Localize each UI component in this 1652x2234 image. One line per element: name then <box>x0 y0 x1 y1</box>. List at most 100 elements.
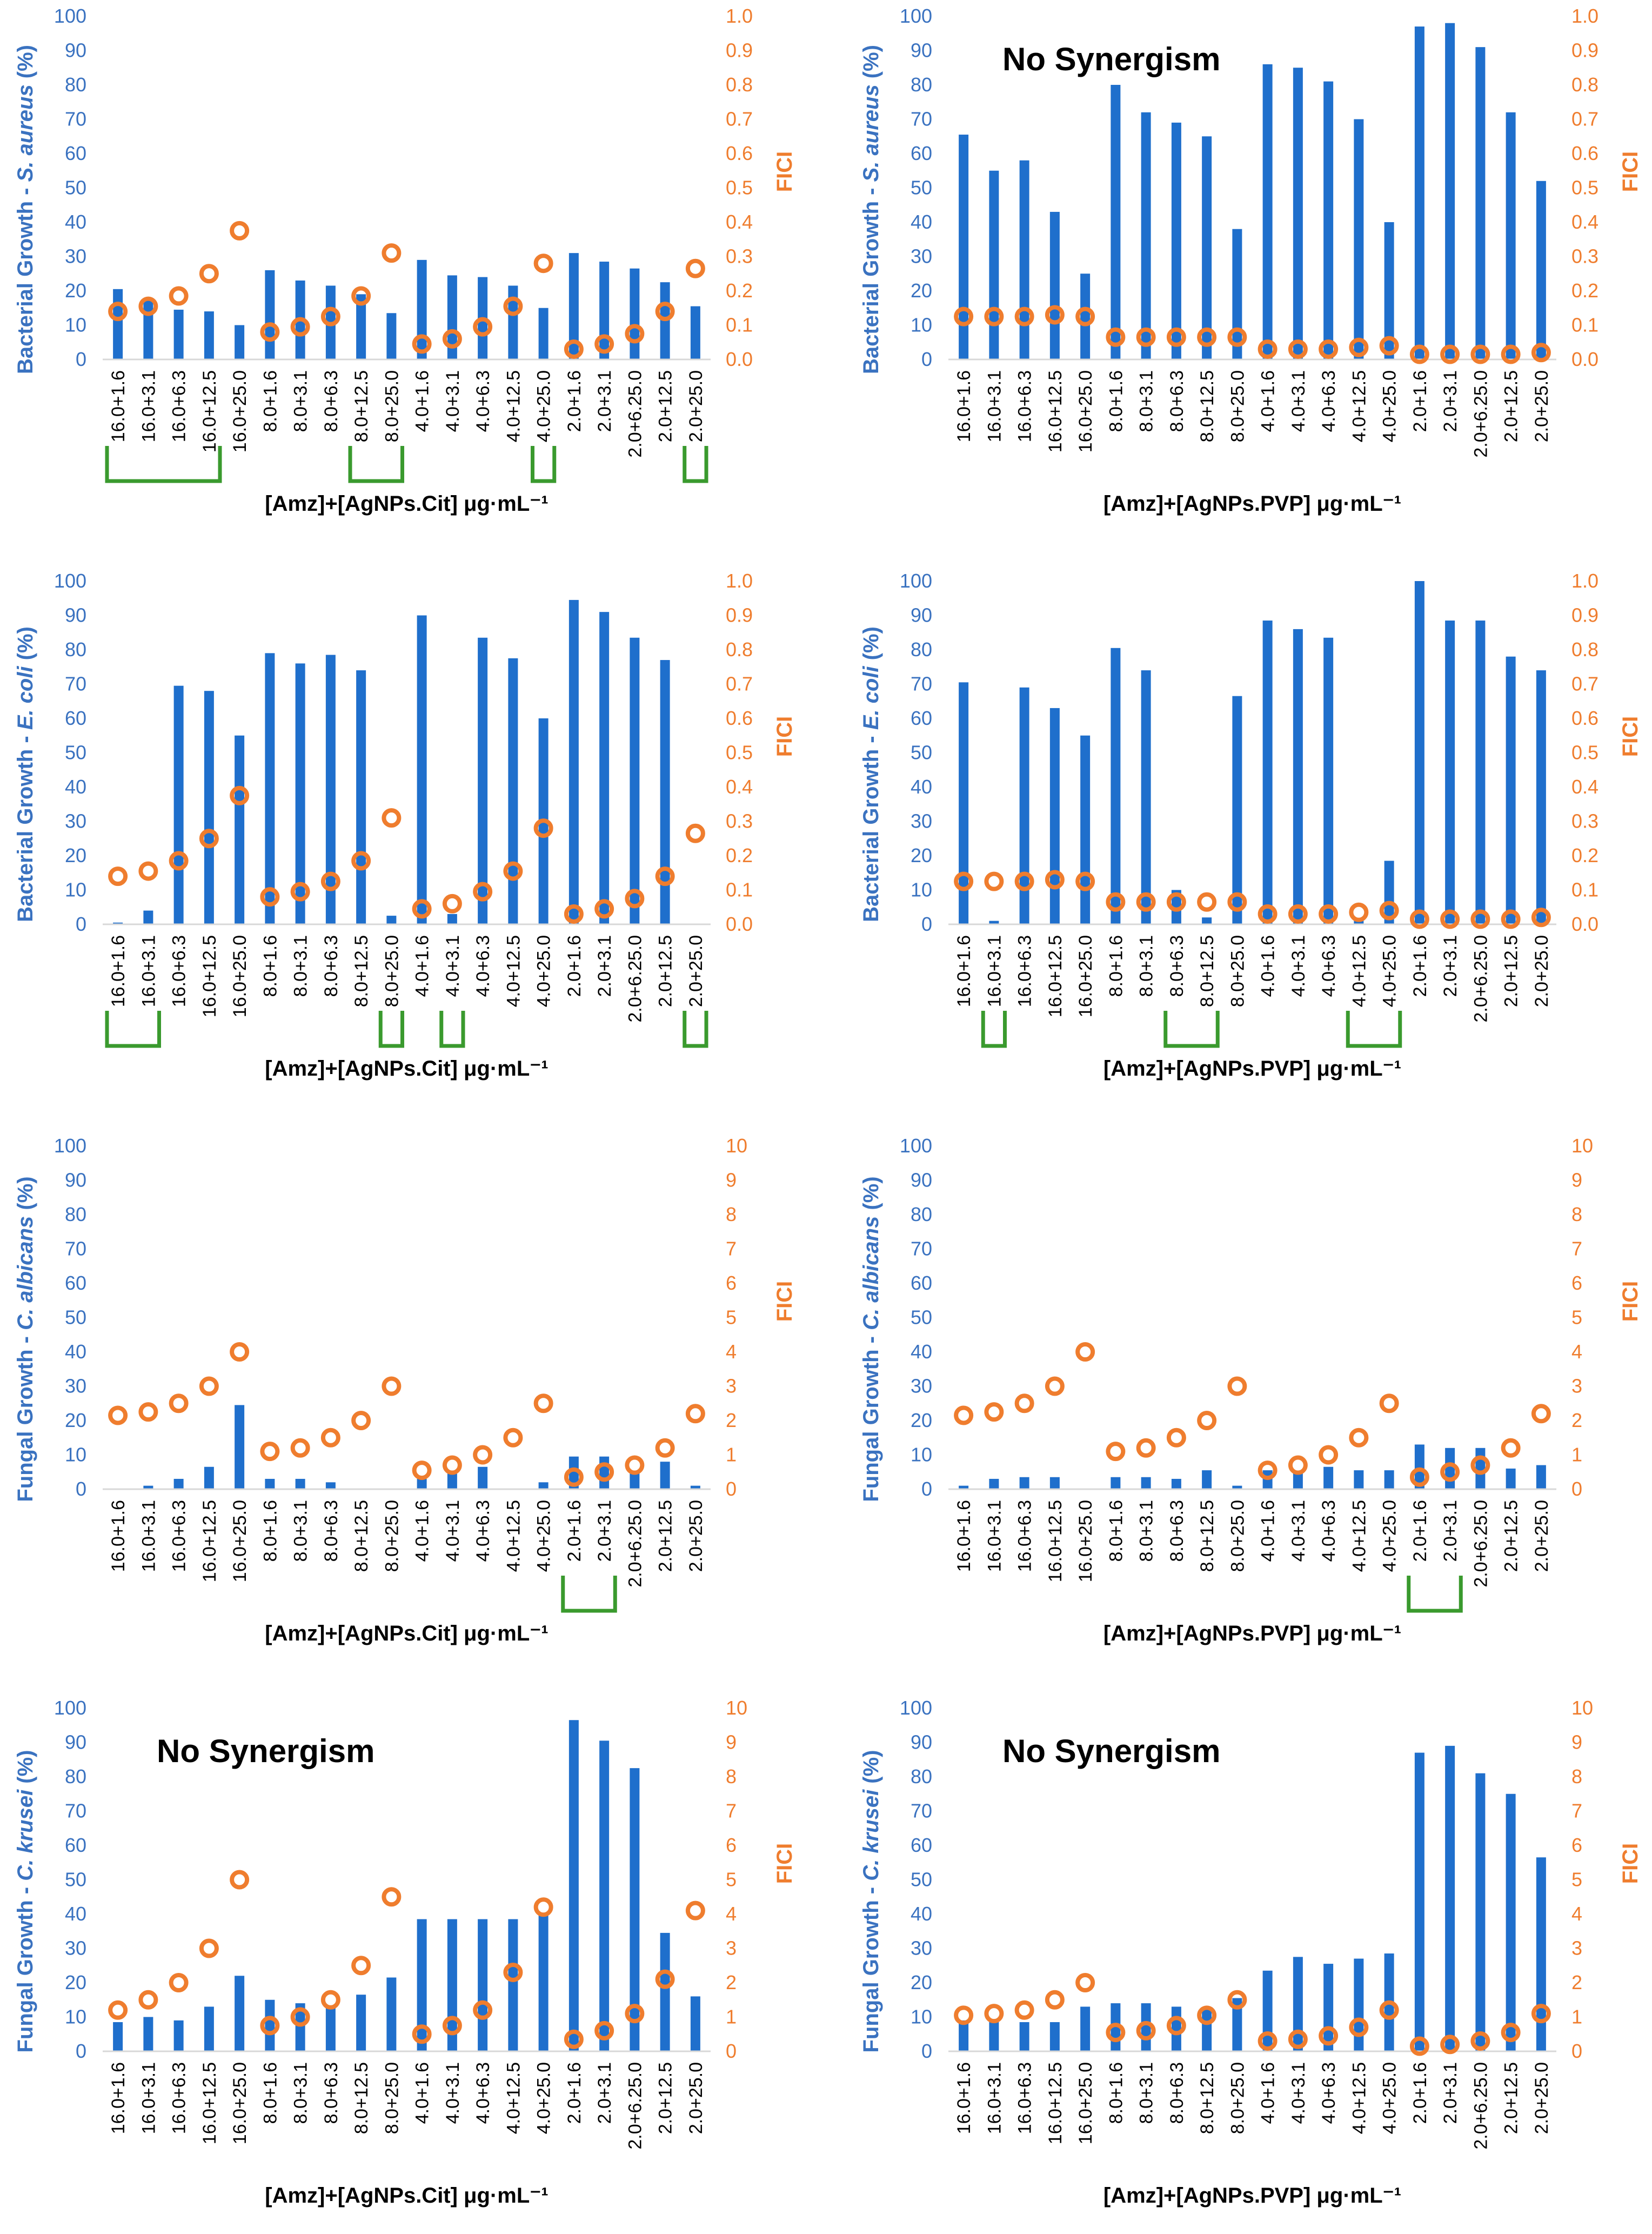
growth-bar <box>1111 648 1121 924</box>
y-tick-label: 30 <box>65 1937 86 1959</box>
y-tick-label: 80 <box>65 638 86 661</box>
y-axis-label-species: S. aureus <box>859 84 883 182</box>
x-tick-label: 2.0+12.5 <box>656 2062 676 2134</box>
x-tick-label: 16.0+12.5 <box>199 935 220 1017</box>
fici-tick-label: 0.5 <box>726 742 753 764</box>
fici-point <box>1258 2031 1278 2051</box>
growth-bar <box>1445 23 1455 359</box>
fici-point <box>1136 1438 1156 1458</box>
fici-point <box>1531 908 1551 928</box>
x-tick-label: 2.0+3.1 <box>594 1500 615 1562</box>
growth-bar <box>447 913 457 924</box>
fici-point <box>594 334 614 354</box>
fici-point <box>984 306 1004 326</box>
x-tick-label: 2.0+25.0 <box>686 370 706 442</box>
growth-bar <box>1171 890 1181 924</box>
fici-point <box>1288 339 1308 359</box>
synergism-bracket <box>683 1011 708 1048</box>
growth-bar <box>1111 1477 1121 1489</box>
x-tick-label: 16.0+6.3 <box>1015 370 1035 442</box>
x-tick-label: 16.0+3.1 <box>138 2062 159 2134</box>
y-axis-label-species: C. krusei <box>14 1789 37 1881</box>
y-tick-label: 10 <box>65 314 86 336</box>
x-tick-label: 4.0+3.1 <box>443 2062 463 2124</box>
x-tick-label: 2.0+25.0 <box>1531 935 1552 1007</box>
fici-point <box>1288 1455 1308 1475</box>
fici-tick-label: 1 <box>1571 1444 1582 1466</box>
growth-bar <box>1354 1470 1364 1489</box>
x-tick-label: 8.0+12.5 <box>351 935 372 1007</box>
synergism-bracket <box>378 1011 404 1048</box>
x-tick-label: 4.0+12.5 <box>503 935 524 1007</box>
y-tick-label: 100 <box>54 570 86 592</box>
fici-tick-label: 0.6 <box>726 707 753 729</box>
y-tick-label: 50 <box>911 1306 932 1329</box>
growth-bar <box>1019 1477 1029 1489</box>
fici-point <box>320 871 340 891</box>
chart-ck-cit: 0 10 20 30 40 50 60 70 80 90 100 0 1 2 3 4 5 6 7 8 9 10 Fungal… <box>14 1697 797 2208</box>
fici-tick-label: 5 <box>726 1306 737 1329</box>
fici-axis-label: FICI <box>1618 716 1642 757</box>
x-tick-label: 16.0+3.1 <box>138 1500 159 1572</box>
growth-bar <box>386 313 397 359</box>
y-tick-label: 20 <box>911 1971 932 1993</box>
growth-bar <box>204 2006 214 2051</box>
x-tick-label: 2.0+1.6 <box>564 2062 585 2124</box>
chart-ck-pvp: 0 10 20 30 40 50 60 70 80 90 100 0 1 2 3 4 5 6 7 8 9 10 Fungal… <box>859 1697 1642 2208</box>
fici-point <box>984 2004 1004 2024</box>
growth-bar <box>1019 160 1029 359</box>
fici-point <box>594 899 614 919</box>
growth-bar <box>568 599 579 924</box>
fici-point <box>108 866 128 886</box>
growth-bar <box>478 1466 488 1489</box>
growth-bar <box>1141 112 1151 360</box>
fici-point <box>984 871 1004 891</box>
growth-bar <box>265 1999 275 2051</box>
growth-bar <box>1019 2022 1029 2051</box>
growth-bar <box>1506 656 1516 924</box>
y-tick-label: 50 <box>65 177 86 199</box>
growth-bar <box>295 2003 305 2051</box>
x-tick-label: 4.0+25.0 <box>1380 2062 1400 2134</box>
synergism-bracket <box>981 1011 1007 1048</box>
fici-point <box>1319 1445 1339 1465</box>
fici-point <box>473 882 493 902</box>
y-tick-label: 80 <box>65 74 86 96</box>
growth-bar <box>690 306 700 359</box>
growth-bar <box>599 262 610 359</box>
fici-tick-label: 6 <box>1571 1272 1582 1294</box>
x-tick-label: 4.0+6.3 <box>473 1500 493 1562</box>
y-axis-label-prefix: Fungal Growth - <box>859 1881 883 2053</box>
x-tick-label: 4.0+12.5 <box>1349 1500 1369 1572</box>
fici-point <box>1014 871 1034 891</box>
growth-bar <box>989 921 999 924</box>
fici-tick-label: 4 <box>726 1903 737 1925</box>
fici-tick-label: 0.2 <box>1571 844 1599 866</box>
x-tick-label: 4.0+25.0 <box>534 2062 554 2134</box>
y-axis-label: Fungal Growth - C. krusei (%) <box>859 1750 883 2052</box>
x-tick-label: 8.0+25.0 <box>382 935 402 1007</box>
fici-point <box>442 1455 462 1475</box>
growth-bar <box>478 637 488 924</box>
fici-point <box>685 1900 705 1920</box>
fici-tick-label: 4 <box>726 1341 737 1363</box>
fici-point <box>1379 901 1399 921</box>
y-tick-label: 60 <box>65 142 86 164</box>
fici-point <box>1470 909 1490 929</box>
y-tick-label: 100 <box>900 1135 932 1157</box>
growth-bar <box>1293 629 1303 924</box>
fici-point <box>533 818 553 838</box>
growth-bar <box>1354 921 1364 924</box>
fici-tick-label: 0.4 <box>1571 211 1599 233</box>
growth-bar <box>1354 1958 1364 2051</box>
synergism-bracket <box>439 1011 465 1048</box>
fici-tick-label: 0 <box>726 1478 737 1500</box>
growth-bar <box>1171 122 1181 359</box>
growth-bar <box>386 1977 397 2051</box>
fici-tick-label: 8 <box>726 1203 737 1225</box>
x-tick-label: 16.0+1.6 <box>954 2062 974 2134</box>
x-tick-label: 16.0+1.6 <box>954 935 974 1007</box>
x-tick-label: 2.0+3.1 <box>594 935 615 997</box>
growth-bar <box>386 916 397 924</box>
y-tick-label: 90 <box>65 1731 86 1753</box>
